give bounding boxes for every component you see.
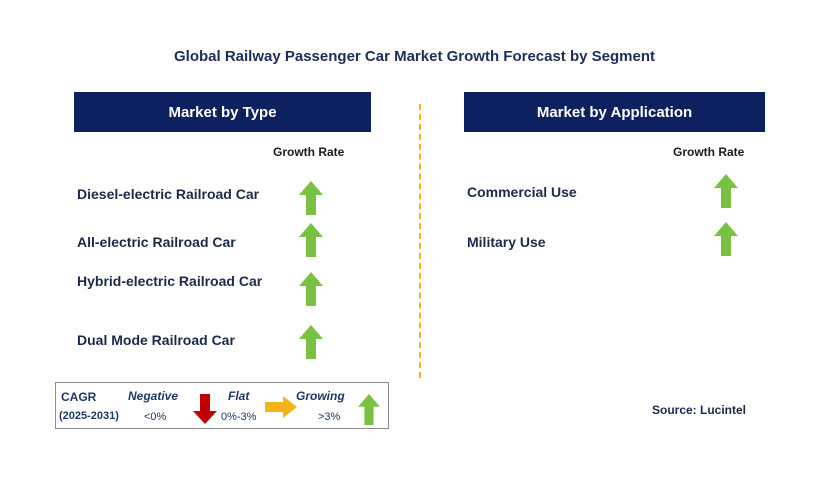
panel-divider bbox=[419, 104, 421, 378]
page-title: Global Railway Passenger Car Market Grow… bbox=[174, 48, 655, 65]
legend-cagr-label: CAGR bbox=[61, 390, 97, 404]
legend-flat-value: 0%-3% bbox=[221, 411, 257, 423]
legend-negative-label: Negative bbox=[128, 389, 179, 403]
legend-growing-label: Growing bbox=[296, 389, 345, 403]
application-item-label: Commercial Use bbox=[467, 184, 577, 200]
growing-arrow-icon bbox=[299, 223, 323, 257]
type-item-label: Hybrid-electric Railroad Car bbox=[77, 273, 263, 289]
growing-arrow-icon bbox=[714, 222, 738, 256]
negative-arrow-icon bbox=[193, 394, 217, 427]
source-label: Source: Lucintel bbox=[652, 403, 747, 417]
type-item-label: Dual Mode Railroad Car bbox=[77, 332, 235, 348]
type-growth-rate-label: Growth Rate bbox=[273, 145, 345, 159]
legend-period-label: (2025-2031) bbox=[59, 410, 119, 422]
type-item-label: All-electric Railroad Car bbox=[77, 234, 236, 250]
growing-arrow-icon bbox=[299, 181, 323, 215]
legend-flat-label: Flat bbox=[228, 389, 250, 403]
cagr-legend: CAGR (2025-2031) Negative <0% Flat 0%-3%… bbox=[55, 382, 389, 429]
market-by-type-header: Market by Type bbox=[74, 92, 371, 132]
application-item-label: Military Use bbox=[467, 234, 546, 250]
type-item-label: Diesel-electric Railroad Car bbox=[77, 186, 260, 202]
growing-arrow-icon bbox=[358, 394, 380, 428]
market-by-application-header: Market by Application bbox=[464, 92, 765, 132]
flat-arrow-icon bbox=[265, 396, 297, 421]
growing-arrow-icon bbox=[714, 174, 738, 208]
growing-arrow-icon bbox=[299, 272, 323, 306]
legend-growing-value: >3% bbox=[318, 411, 341, 423]
growing-arrow-icon bbox=[299, 325, 323, 359]
application-growth-rate-label: Growth Rate bbox=[673, 145, 745, 159]
legend-negative-value: <0% bbox=[144, 411, 167, 423]
